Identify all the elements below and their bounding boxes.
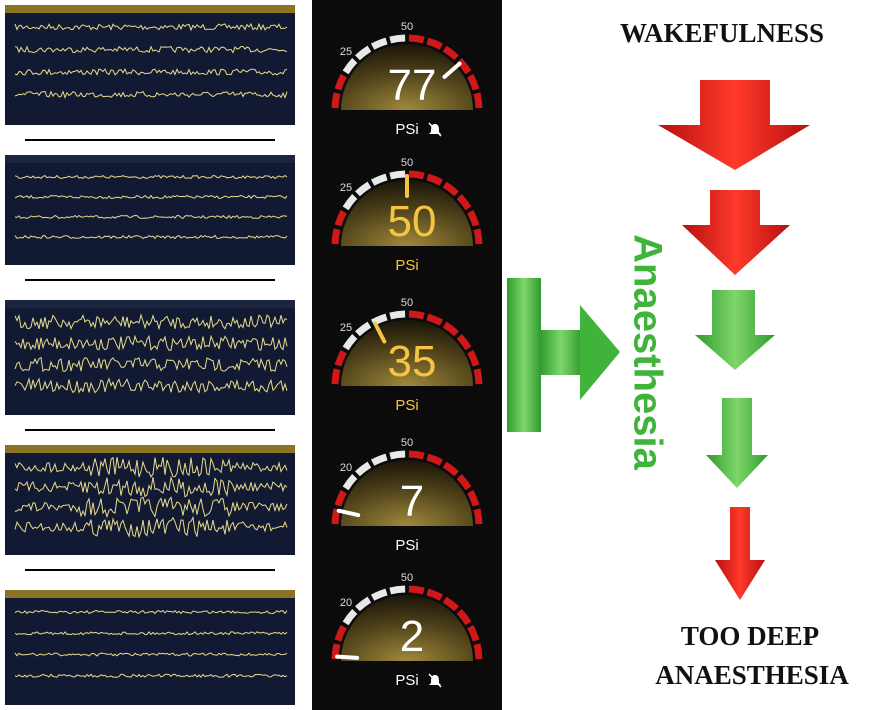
eeg-panel	[5, 155, 295, 265]
gauge-segment	[409, 174, 424, 176]
gauge-segment	[409, 314, 424, 316]
gauge-value: 35	[388, 337, 437, 386]
gauge-scale-label: 50	[401, 437, 413, 449]
gauge-value: 77	[388, 61, 437, 110]
arrows	[658, 80, 810, 600]
gauge-segment	[335, 229, 337, 244]
wakefulness-label: WAKEFULNESS	[620, 18, 824, 48]
gauge-unit: PSi	[395, 537, 418, 554]
gauge-unit: PSi	[395, 397, 418, 414]
gauge-unit: PSi	[395, 257, 418, 274]
anaesthesia-label: Anaesthesia	[625, 234, 669, 470]
gauge-segment	[390, 589, 405, 591]
eeg-header	[5, 155, 295, 163]
gauge-segment	[335, 369, 337, 384]
gauge-value: 2	[400, 612, 424, 661]
gauge-scale-label: 50	[401, 157, 413, 169]
eeg-header	[5, 445, 295, 453]
gauge-scale-label: 50	[401, 297, 413, 309]
gauge-unit: PSi	[395, 121, 418, 138]
gauge-segment	[335, 509, 337, 524]
eeg-panel	[5, 590, 295, 705]
gauge-segment	[390, 454, 405, 456]
deep-label: ANAESTHESIA	[655, 660, 849, 690]
eeg-panel	[5, 5, 295, 125]
gauge-scale-label: 20	[340, 597, 352, 609]
gauge-segment	[390, 314, 405, 316]
gauge-segment	[477, 644, 479, 659]
eeg-panel	[5, 445, 295, 555]
eeg-header	[5, 590, 295, 598]
gauge-value: 50	[388, 197, 437, 246]
anaesthesia-bracket	[507, 278, 620, 432]
gauge-segment	[477, 369, 479, 384]
gauge-segment	[409, 589, 424, 591]
figure: 25 50 77 PSi 25 50 50 PSi 25 50 35 PSi 20 50 7 PSi 20 50 2…	[0, 0, 876, 710]
eeg-panels	[5, 5, 295, 705]
gauge-scale-label: 20	[340, 462, 352, 474]
gauge-scale-label: 25	[340, 46, 352, 58]
gauge-unit: PSi	[395, 672, 418, 689]
gauge-value: 7	[400, 477, 424, 526]
gauge-segment	[409, 38, 424, 40]
gauge-needle	[337, 657, 357, 658]
gauge-segment	[409, 454, 424, 456]
eeg-header	[5, 5, 295, 13]
gauge-segment	[477, 229, 479, 244]
eeg-header	[5, 300, 295, 308]
gauge-segment	[335, 93, 337, 108]
gauge-scale-label: 25	[340, 322, 352, 334]
gauge-segment	[390, 174, 405, 176]
gauge-segment	[390, 38, 405, 40]
gauge-scale-label: 25	[340, 182, 352, 194]
gauge-scale-label: 50	[401, 21, 413, 33]
gauge-segment	[477, 93, 479, 108]
gauge-scale-label: 50	[401, 572, 413, 584]
deep-label: TOO DEEP	[681, 621, 819, 651]
gauge-segment	[477, 509, 479, 524]
